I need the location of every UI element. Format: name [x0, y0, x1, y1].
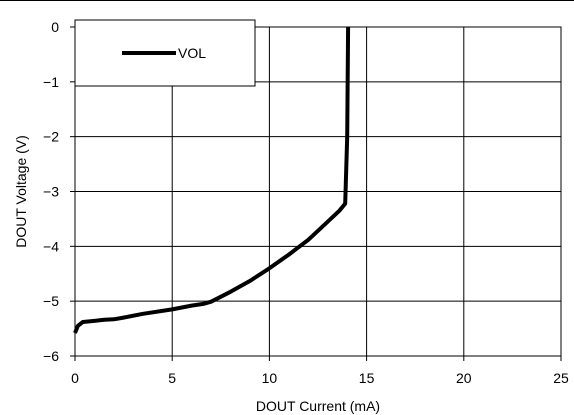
y-tick-label: −2	[43, 129, 59, 145]
y-axis-ticks: 0 −1 −2 −3 −4 −5 −6	[43, 19, 75, 364]
y-tick-label: −1	[43, 74, 59, 90]
x-tick-label: 20	[456, 370, 472, 386]
x-tick-label: 10	[262, 370, 278, 386]
y-tick-label: −3	[43, 184, 59, 200]
y-axis-title: DOUT Voltage (V)	[13, 135, 29, 248]
x-tick-label: 5	[168, 370, 176, 386]
y-tick-label: −6	[43, 348, 59, 364]
series-line-vol	[73, 26, 351, 334]
x-axis-title: DOUT Current (mA)	[256, 398, 380, 414]
grid	[75, 27, 561, 356]
y-tick-label: 0	[51, 19, 59, 35]
x-tick-label: 15	[359, 370, 375, 386]
legend-label-vol: VOL	[178, 45, 206, 61]
x-axis-ticks: 0 5 10 15 20 25	[71, 356, 569, 386]
y-tick-label: −4	[43, 238, 59, 254]
series-layer	[73, 26, 351, 334]
x-tick-label: 0	[71, 370, 79, 386]
y-tick-label: −5	[43, 293, 59, 309]
x-tick-label: 25	[553, 370, 569, 386]
legend: VOL	[74, 19, 256, 87]
